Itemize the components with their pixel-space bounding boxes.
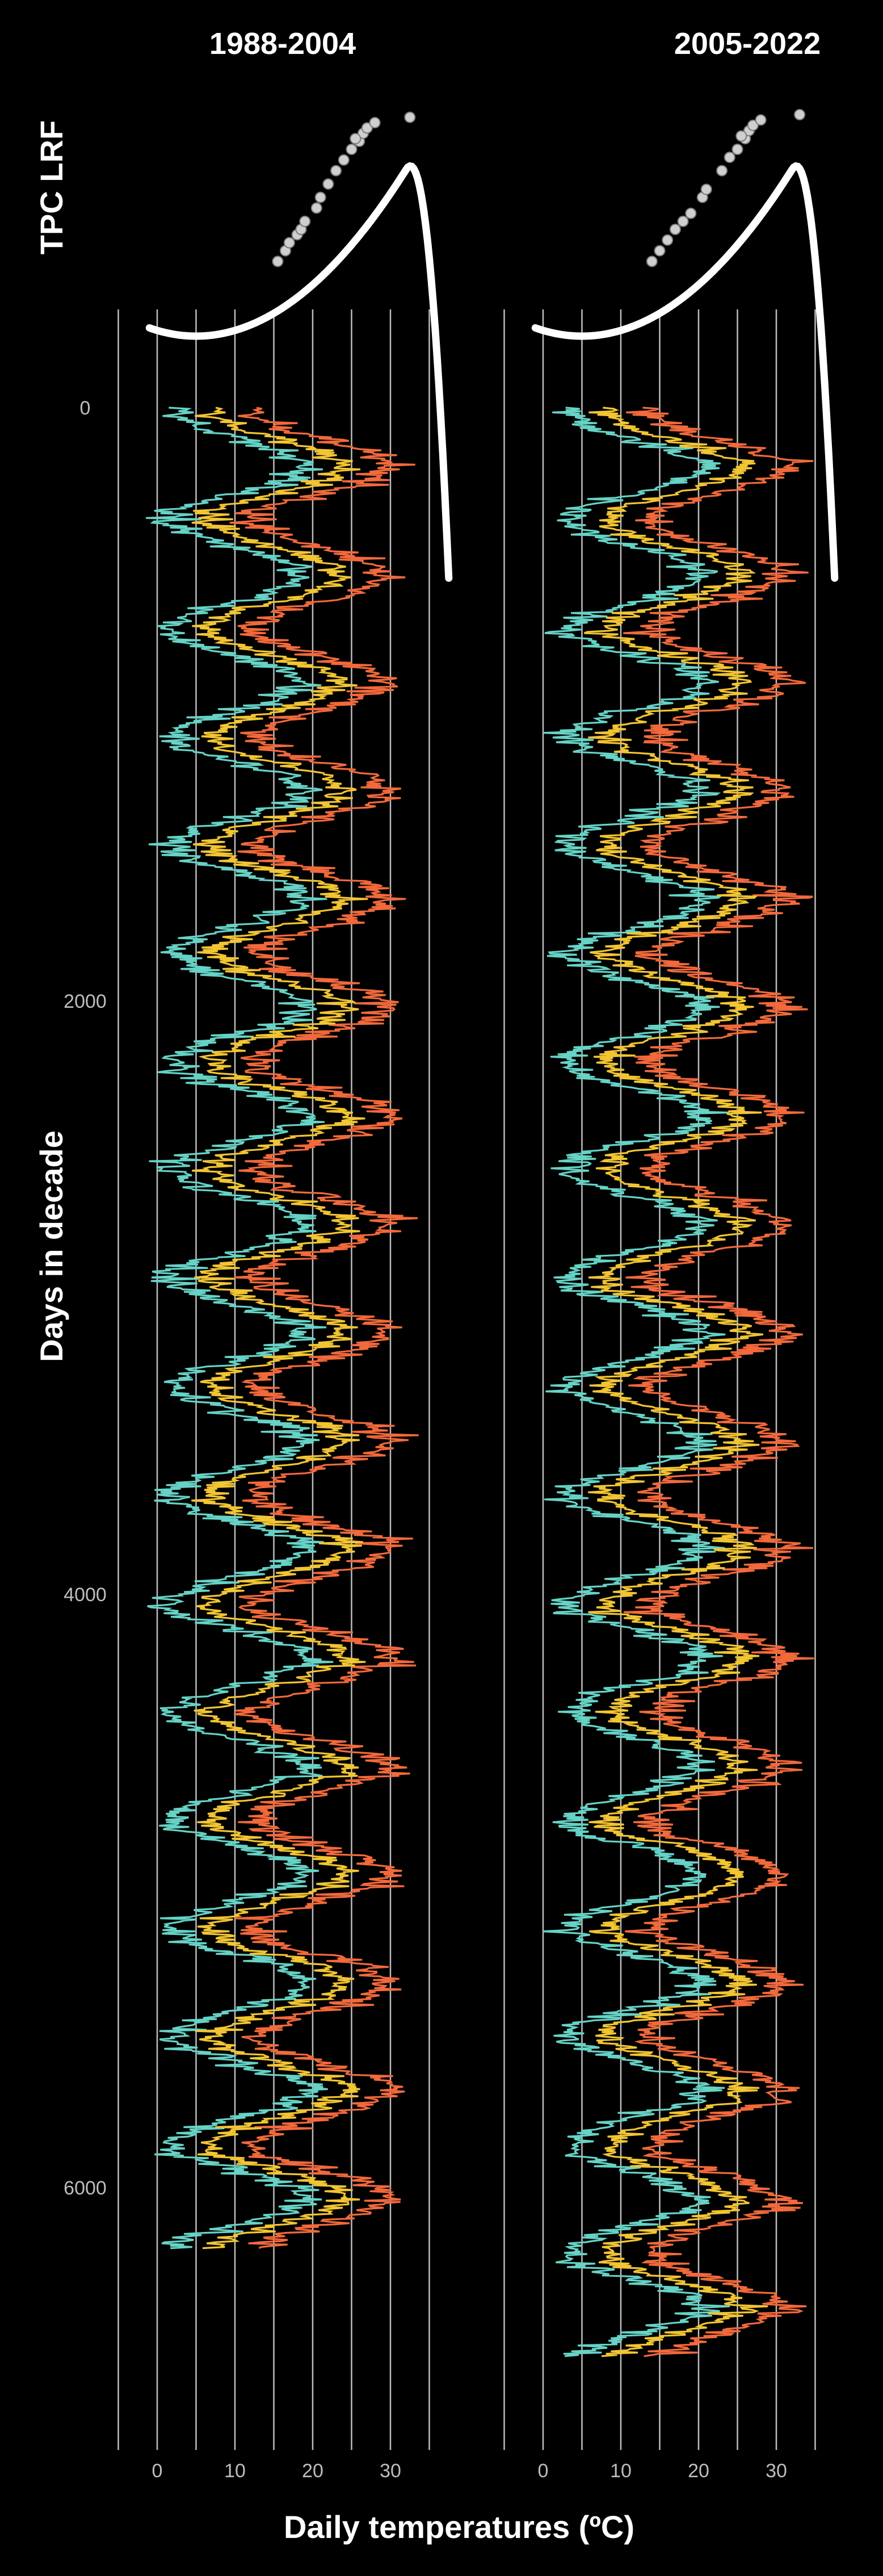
tpc-strip-label: TPC LRF [33, 120, 69, 254]
x-axis-title: Daily temperatures (ºC) [284, 2509, 634, 2545]
tpc-point [646, 255, 658, 267]
y-tick-label: 2000 [64, 991, 107, 1012]
tpc-point [716, 165, 728, 177]
tpc-point [338, 154, 350, 166]
tpc-point [755, 114, 767, 126]
x-tick-label: 20 [302, 2460, 323, 2482]
tpc-point [310, 202, 322, 214]
tpc-point [361, 122, 373, 134]
x-tick-label: 30 [766, 2460, 787, 2482]
tpc-curve-panel-1 [145, 162, 453, 582]
y-tick-label: 6000 [64, 2177, 107, 2199]
tpc-point [735, 130, 747, 142]
x-tick-label: 10 [610, 2460, 632, 2482]
tpc-point [299, 215, 311, 227]
x-tick-label: 10 [224, 2460, 246, 2482]
tpc-point [322, 178, 334, 190]
y-ticks: 0 2000 4000 6000 [64, 397, 107, 2199]
series-mean-panel-2 [583, 407, 768, 2357]
tpc-point [794, 108, 806, 120]
series-min-panel-1 [146, 407, 334, 2250]
tpc-point [272, 255, 284, 267]
tpc-point [330, 165, 342, 177]
tpc-point [369, 117, 381, 128]
series-mean-panel-1 [191, 407, 368, 2250]
tpc-point [350, 133, 361, 145]
x-tick-label: 0 [538, 2460, 549, 2482]
tpc-point [346, 144, 358, 155]
x-tick-label: 20 [688, 2460, 709, 2482]
series-max-panel-2 [623, 407, 814, 2357]
tpc-point [662, 234, 674, 246]
tpc-point [747, 119, 759, 131]
y-tick-label: 4000 [64, 1584, 107, 1606]
tpc-point [654, 245, 666, 257]
x-tick-label: 0 [152, 2460, 163, 2482]
x-ticks: 0 10 20 30 0 10 20 30 [152, 2460, 787, 2482]
panel-title-2: 2005-2022 [674, 27, 821, 61]
tpc-curves [145, 108, 839, 582]
tpc-point [283, 237, 295, 249]
tpc-point [685, 207, 697, 219]
panel-title-1: 1988-2004 [209, 27, 356, 61]
tpc-point [677, 215, 689, 227]
tpc-curve-panel-2 [531, 162, 839, 582]
series-min-panel-2 [543, 407, 730, 2357]
tpc-point [731, 144, 743, 155]
tpc-point [669, 224, 681, 235]
tpc-point [724, 152, 735, 164]
series-max-panel-1 [229, 407, 419, 2250]
temperature-series [146, 407, 814, 2357]
x-tick-label: 30 [380, 2460, 401, 2482]
y-tick-label: 0 [80, 397, 91, 419]
tpc-point [314, 191, 326, 203]
tpc-point [404, 111, 416, 123]
y-axis-title: Days in decade [33, 1130, 69, 1362]
tpc-point [700, 183, 712, 195]
